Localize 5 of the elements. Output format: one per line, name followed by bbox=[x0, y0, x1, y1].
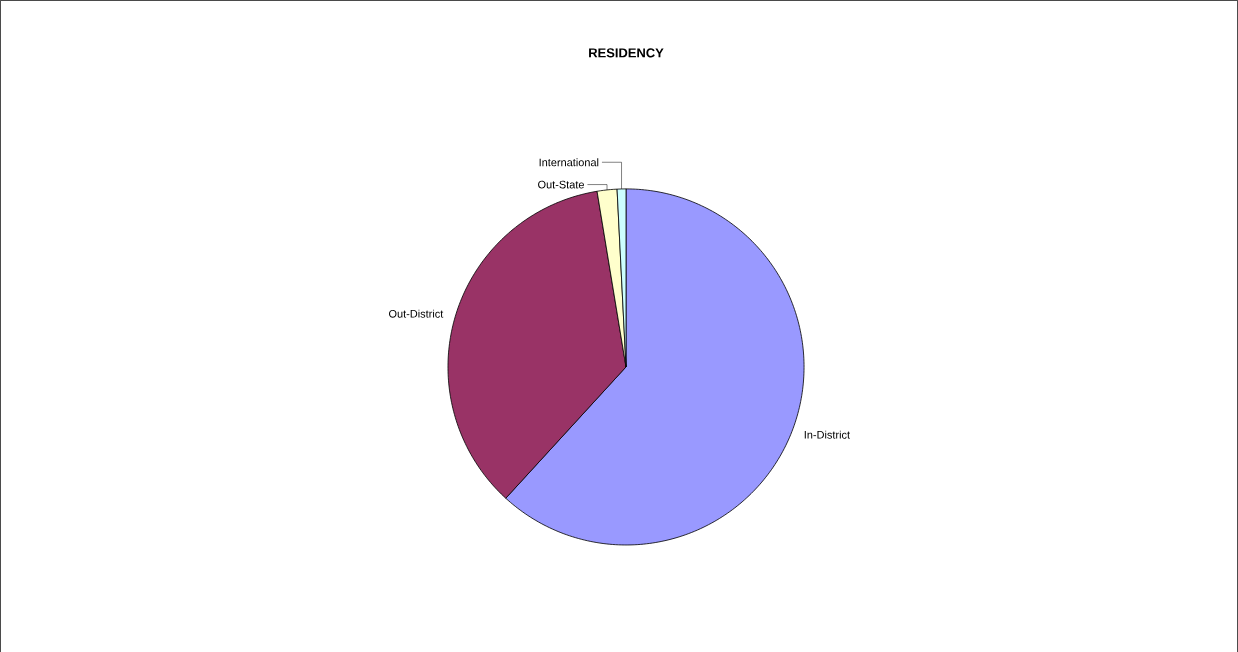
chart-title: RESIDENCY bbox=[589, 48, 664, 58]
slice-label: Out-State bbox=[538, 180, 584, 189]
slice-label: Out-District bbox=[389, 309, 444, 318]
slice-label: In-District bbox=[804, 430, 850, 439]
slice-label: International bbox=[539, 158, 599, 167]
